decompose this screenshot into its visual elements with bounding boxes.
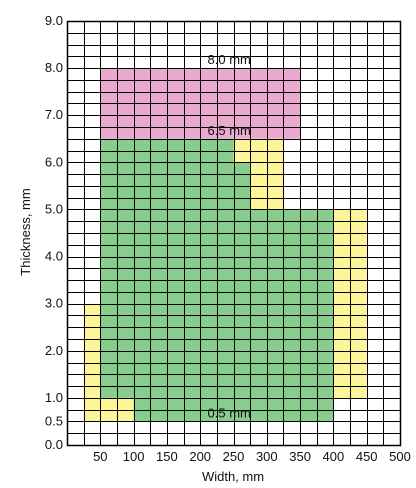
region-green-2 [233,162,251,210]
x-tick-label: 150 [156,449,178,464]
x-tick-label: 250 [223,449,245,464]
x-tick-label: 200 [189,449,211,464]
y-tick-label: 8.0 [45,60,63,75]
x-tick-label: 400 [323,449,345,464]
y-tick-label: 5.0 [45,201,63,216]
regions-layer [83,68,367,422]
annotation-label: 6.5 mm [208,123,251,138]
y-tick-label: 9.0 [45,13,63,28]
annotation-label: 0.5 mm [208,405,251,420]
y-tick-label: 0.5 [45,413,63,428]
y-tick-label: 3.0 [45,296,63,311]
x-tick-label: 500 [389,449,411,464]
y-tick-label: 2.0 [45,343,63,358]
y-tick-label: 0.0 [45,437,63,452]
y-tick-label: 4.0 [45,249,63,264]
y-tick-labels: 0.0 0.5 1.0 2.0 3.0 4.0 5.0 6.0 7.0 8.0 9.0 [45,13,63,452]
x-tick-label: 300 [256,449,278,464]
x-tick-labels: 50 100 150 200 250 300 350 400 450 500 [93,449,411,464]
annotation-label: 8.0 mm [208,52,251,67]
y-tick-label: 6.0 [45,154,63,169]
y-tick-label: 7.0 [45,107,63,122]
region-yellow-7 [250,185,284,210]
x-tick-label: 50 [93,449,107,464]
region-yellow-9 [83,303,101,398]
y-tick-label: 1.0 [45,390,63,405]
x-tick-label: 100 [123,449,145,464]
x-axis-title: Width, mm [202,469,264,484]
grid-layer [66,20,402,447]
y-axis-title: Thickness, mm [18,188,33,275]
x-tick-label: 450 [356,449,378,464]
region-yellow-10 [83,397,134,422]
annotations: 8.0 mm 6.5 mm 0.5 mm [208,52,251,420]
region-yellow-5 [233,138,251,163]
plot-frame [66,20,402,447]
x-tick-label: 350 [289,449,311,464]
region-green-3 [100,209,334,398]
